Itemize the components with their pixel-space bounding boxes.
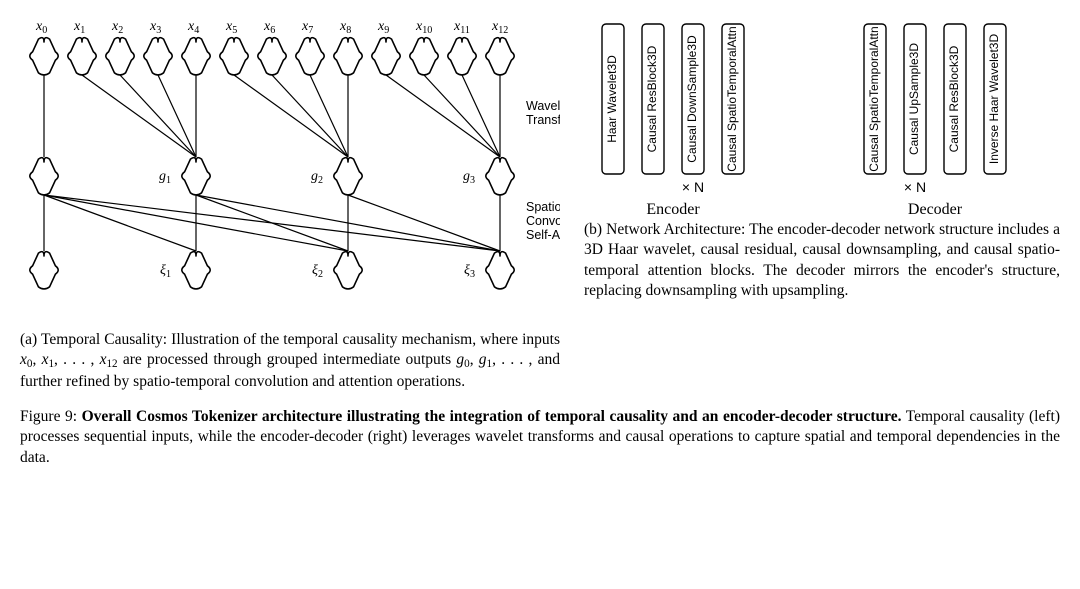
svg-text:Haar Wavelet3D: Haar Wavelet3D — [605, 55, 619, 143]
svg-text:Wavelet3DTransform: Wavelet3DTransform — [526, 99, 560, 127]
svg-text:x9: x9 — [377, 19, 389, 36]
math-var: x — [20, 351, 27, 368]
svg-text:g1: g1 — [159, 169, 171, 186]
svg-text:ξ2: ξ2 — [312, 263, 323, 280]
svg-text:g2: g2 — [311, 169, 323, 186]
text: , — [32, 351, 41, 368]
text: , — [470, 351, 479, 368]
figure-number: Figure 9: — [20, 408, 77, 425]
panel-b: Haar Wavelet3D Causal ResBlock3D Causal Do… — [584, 18, 1060, 302]
svg-text:x0: x0 — [35, 19, 47, 36]
svg-text:Encoder: Encoder — [646, 201, 700, 218]
svg-text:x4: x4 — [187, 19, 199, 36]
svg-text:× N: × N — [682, 179, 704, 195]
svg-text:x8: x8 — [339, 19, 351, 36]
svg-text:x11: x11 — [453, 19, 470, 36]
figure-title: Overall Cosmos Tokenizer architecture il… — [82, 408, 902, 425]
math-var: g — [456, 351, 464, 368]
svg-text:x10: x10 — [415, 19, 432, 36]
figure-row: x0x1x2x3x4x5x6x7x8x9x10x11x12g0g1g2g3ξ0ξ… — [20, 18, 1060, 393]
svg-text:g3: g3 — [463, 169, 475, 186]
encoder-decoder-diagram: Haar Wavelet3D Causal ResBlock3D Causal Do… — [584, 18, 1054, 218]
svg-text:Causal ResBlock3D: Causal ResBlock3D — [645, 45, 659, 152]
svg-text:Inverse Haar Wavelet3D: Inverse Haar Wavelet3D — [987, 34, 1001, 165]
svg-text:× N: × N — [904, 179, 926, 195]
svg-text:Causal SpatioTemporalAttn: Causal SpatioTemporalAttn — [867, 26, 881, 171]
svg-text:x12: x12 — [491, 19, 508, 36]
svg-text:x6: x6 — [263, 19, 275, 36]
temporal-causality-diagram: x0x1x2x3x4x5x6x7x8x9x10x11x12g0g1g2g3ξ0ξ… — [20, 18, 560, 328]
math-sub: 12 — [106, 359, 117, 371]
svg-text:x2: x2 — [111, 19, 123, 36]
svg-text:Spatio-TemporalConvolution and: Spatio-TemporalConvolution andSelf-Atten… — [526, 200, 560, 242]
subcaption-b: (b) Network Architecture: The encoder-de… — [584, 220, 1060, 302]
svg-text:x3: x3 — [149, 19, 161, 36]
svg-text:ξ3: ξ3 — [464, 263, 475, 280]
svg-text:x5: x5 — [225, 19, 237, 36]
svg-text:Causal SpatioTemporalAttn: Causal SpatioTemporalAttn — [725, 26, 739, 171]
svg-text:x1: x1 — [73, 19, 85, 36]
svg-text:Causal UpSample3D: Causal UpSample3D — [907, 43, 921, 155]
text: (a) Temporal Causality: Illustration of … — [20, 331, 560, 348]
text: , . . . — [492, 351, 528, 368]
svg-text:Decoder: Decoder — [908, 201, 963, 218]
figure-caption: Figure 9: Overall Cosmos Tokenizer archi… — [20, 407, 1060, 468]
svg-text:ξ1: ξ1 — [160, 263, 171, 280]
svg-text:Causal DownSample3D: Causal DownSample3D — [685, 35, 699, 163]
math-var: g — [479, 351, 487, 368]
text: , . . . , — [54, 351, 100, 368]
svg-text:Causal ResBlock3D: Causal ResBlock3D — [947, 45, 961, 152]
text: are processed through grouped intermedia… — [118, 351, 457, 368]
subcaption-a: (a) Temporal Causality: Illustration of … — [20, 330, 560, 393]
panel-a: x0x1x2x3x4x5x6x7x8x9x10x11x12g0g1g2g3ξ0ξ… — [20, 18, 560, 393]
svg-text:x7: x7 — [301, 19, 313, 36]
